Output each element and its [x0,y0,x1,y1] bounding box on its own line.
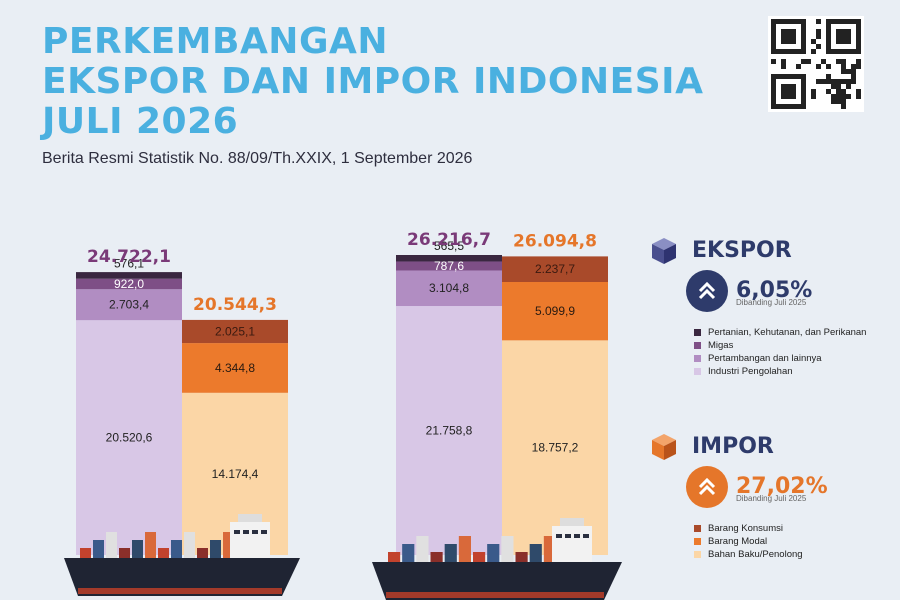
ekspor-legend: Pertanian, Kehutanan, dan Perikanan Migas… [694,326,866,378]
ekspor-legend-title: EKSPOR [692,238,792,263]
bar-total-label: 20.544,3 [193,295,277,315]
impor-legend-title: IMPOR [692,434,774,459]
impor-legend-label: Barang Konsumsi [708,523,783,534]
ekspor-legend-item: Industri Pengolahan [694,365,866,378]
ekspor-legend-swatch [694,355,701,362]
bar-segment [502,256,608,283]
ekspor-legend-swatch [694,342,701,349]
ekspor-legend-item: Migas [694,339,866,352]
ekspor-cube-icon [650,236,678,271]
impor-change: 27,02% [686,466,828,508]
bar-segment [76,320,182,555]
data-label: 3.104,8 [429,281,469,295]
ekspor-legend-label: Industri Pengolahan [708,366,793,377]
ekspor-legend-swatch [694,368,701,375]
impor-legend-label: Barang Modal [708,536,768,547]
data-label: 787,6 [434,259,464,273]
data-label: 2.237,7 [535,262,575,276]
data-label: 922,0 [114,277,144,291]
ekspor-legend-item: Pertanian, Kehutanan, dan Perikanan [694,326,866,339]
bar-segment [396,270,502,307]
impor-cube-icon [650,432,678,467]
impor-change-note: Dibanding Juli 2025 [736,494,807,503]
bar-segment [76,278,182,290]
impor-change-value: 27,02% [736,474,828,499]
impor-up-arrow-icon [686,466,728,508]
data-label: 2.703,4 [109,298,149,312]
data-label: 14.174,4 [212,467,259,481]
bar-segment [396,306,502,555]
bar-total-label: 24.722,1 [87,247,171,267]
bar-segment [502,340,608,555]
data-label: 565,5 [434,239,464,253]
data-label: 5.099,9 [535,304,575,318]
data-label: 576,1 [114,256,144,270]
bar-total-label: 26.094,8 [513,231,597,251]
title-line-1: PERKEMBANGAN [42,21,388,62]
bar-segment [182,343,288,393]
ekspor-change-note: Dibanding Juli 2025 [736,298,807,307]
bar-total-label: 26.216,7 [407,230,491,250]
data-label: 4.344,8 [215,361,255,375]
impor-legend-swatch [694,551,701,558]
data-label: 21.758,8 [426,424,473,438]
ekspor-up-arrow-icon [686,270,728,312]
impor-legend-item: Bahan Baku/Penolong [694,548,803,561]
impor-legend-label: Bahan Baku/Penolong [708,549,803,560]
subtitle: Berita Resmi Statistik No. 88/09/Th.XXIX… [42,150,473,167]
data-label: 18.757,2 [532,441,579,455]
bar-segment [502,282,608,341]
title-line-3: JULI 2026 [42,101,239,142]
ekspor-change-value: 6,05% [736,278,813,303]
bar-segment [76,272,182,279]
ekspor-legend-label: Pertambangan dan lainnya [708,353,822,364]
impor-legend-item: Barang Konsumsi [694,522,803,535]
bar-segment [396,261,502,271]
data-label: 20.520,6 [106,431,153,445]
impor-legend-swatch [694,525,701,532]
ekspor-legend-label: Migas [708,340,734,351]
ekspor-change: 6,05% [686,270,812,312]
data-label: 2.025,1 [215,324,255,338]
qr-code-icon [768,16,864,112]
bar-segment [76,289,182,321]
impor-legend: Barang Konsumsi Barang Modal Bahan Baku/Pe… [694,522,803,561]
impor-legend-item: Barang Modal [694,535,803,548]
cargo-ship-left [64,514,300,596]
bar-segment [396,255,502,262]
ekspor-legend-label: Pertanian, Kehutanan, dan Perikanan [708,327,867,338]
title-line-2: EKSPOR DAN IMPOR INDONESIA [42,61,704,102]
ekspor-legend-item: Pertambangan dan lainnya [694,352,866,365]
cargo-ship-right [372,518,622,600]
bar-segment [182,319,288,344]
ekspor-legend-swatch [694,329,701,336]
impor-legend-swatch [694,538,701,545]
